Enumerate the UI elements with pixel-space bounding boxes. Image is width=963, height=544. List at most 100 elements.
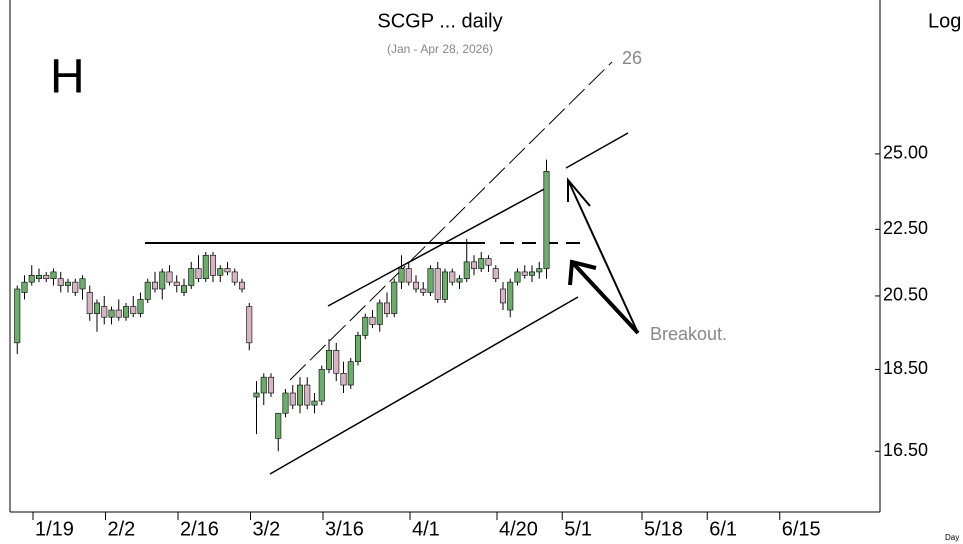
candle-body xyxy=(318,369,325,402)
candle-body xyxy=(65,281,72,286)
candle-body xyxy=(86,292,93,314)
candle-body xyxy=(108,309,115,318)
candle-body xyxy=(144,281,151,300)
candle-body xyxy=(101,306,108,318)
candle-body xyxy=(369,316,376,325)
candle-body xyxy=(152,281,159,290)
candle-body xyxy=(72,281,79,293)
candle-body xyxy=(420,288,427,293)
candle-body xyxy=(43,275,50,279)
y-tick-label: 25.00 xyxy=(883,143,928,163)
candle-body xyxy=(181,285,188,293)
channel-lower xyxy=(269,296,579,475)
candle-body xyxy=(246,306,253,344)
x-tick-label: 4/1 xyxy=(412,518,440,540)
candle-body xyxy=(427,268,434,293)
candle-body xyxy=(202,254,209,279)
arrow-head xyxy=(567,177,591,207)
candle-body xyxy=(499,288,506,304)
candle-body xyxy=(210,254,217,276)
y-tick-label: 22.50 xyxy=(883,218,928,238)
x-tick-label: 6/1 xyxy=(709,518,737,540)
candle-body xyxy=(362,316,369,336)
candle-body xyxy=(340,372,347,386)
y-tick-label: 20.50 xyxy=(883,285,928,305)
candle-body xyxy=(166,271,173,283)
candle-body xyxy=(21,281,28,293)
arrow-head xyxy=(568,259,597,286)
candle-body xyxy=(536,268,543,273)
candle-body xyxy=(449,271,456,283)
dashed-trend xyxy=(289,61,613,381)
x-tick-label: 1/19 xyxy=(35,518,74,540)
x-tick-label: 4/20 xyxy=(499,518,538,540)
x-tick-label: 2/2 xyxy=(108,518,136,540)
annotation: Breakout. xyxy=(650,324,727,344)
candle-body xyxy=(376,302,383,325)
candle-body xyxy=(333,350,340,374)
candle-body xyxy=(470,261,477,269)
candle-body xyxy=(50,271,57,279)
candle-body xyxy=(478,258,485,269)
candle-body xyxy=(231,271,238,283)
candle-body xyxy=(130,306,137,314)
candle-body xyxy=(115,309,122,318)
candle-body xyxy=(28,275,35,283)
scale-label: Log xyxy=(928,10,961,32)
candle-body xyxy=(434,268,441,300)
chart-title: SCGP ... daily xyxy=(377,10,502,32)
y-tick-label: 16.50 xyxy=(883,440,928,460)
x-tick-label: 3/16 xyxy=(325,518,364,540)
x-tick-label: 6/15 xyxy=(782,518,821,540)
chart-subtitle: (Jan - Apr 28, 2026) xyxy=(387,42,493,56)
x-tick-label: 2/16 xyxy=(180,518,219,540)
candle-body xyxy=(311,400,318,406)
candle-body xyxy=(239,281,246,290)
y-tick-label: 18.50 xyxy=(883,358,928,378)
channel-upper xyxy=(327,186,549,307)
candle-body xyxy=(514,271,521,283)
candle-body xyxy=(456,278,463,283)
candle-body xyxy=(492,268,499,279)
candle-body xyxy=(123,306,130,318)
candle-body xyxy=(94,302,101,314)
candle-body xyxy=(391,281,398,314)
x-tick-label: 5/18 xyxy=(644,518,683,540)
candle-body xyxy=(347,361,354,386)
x-tick-label: 3/2 xyxy=(253,518,281,540)
candle-body xyxy=(528,271,535,276)
channel-upper-ext xyxy=(565,132,629,169)
x-tick-label: 5/1 xyxy=(564,518,592,540)
candle-body xyxy=(282,392,289,414)
candle-body xyxy=(188,268,195,286)
annotation: 26 xyxy=(622,48,642,68)
candle-body xyxy=(521,271,528,276)
panel-label: H xyxy=(50,51,85,104)
candle-body xyxy=(159,271,166,290)
candle-body xyxy=(296,384,303,406)
candle-body xyxy=(267,376,274,394)
candle-body xyxy=(35,275,42,279)
candle-body xyxy=(137,299,144,314)
candle-body xyxy=(543,171,550,269)
candle-body xyxy=(398,268,405,283)
candle-body xyxy=(253,392,260,398)
candle-body xyxy=(441,271,448,300)
candle-body xyxy=(224,268,231,273)
candle-body xyxy=(485,258,492,266)
candle-body xyxy=(304,384,311,406)
candle-body xyxy=(325,350,332,370)
arrow xyxy=(570,260,640,335)
candle-body xyxy=(383,302,390,314)
candle-body xyxy=(405,268,412,283)
candle-body xyxy=(412,281,419,290)
candle-body xyxy=(507,281,514,311)
arrow xyxy=(567,179,639,334)
candle-body xyxy=(260,376,267,394)
candle-body xyxy=(354,335,361,363)
candle-body xyxy=(173,281,180,286)
candle-body xyxy=(79,278,86,290)
candle-body xyxy=(14,288,21,344)
